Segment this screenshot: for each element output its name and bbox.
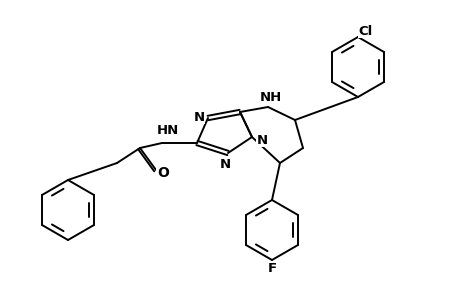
Text: F: F [267,262,276,275]
Text: N: N [256,134,267,146]
Text: HN: HN [157,124,179,136]
Text: NH: NH [259,91,281,103]
Text: Cl: Cl [358,25,372,38]
Text: N: N [219,158,230,170]
Text: N: N [193,110,204,124]
Text: O: O [157,166,168,180]
